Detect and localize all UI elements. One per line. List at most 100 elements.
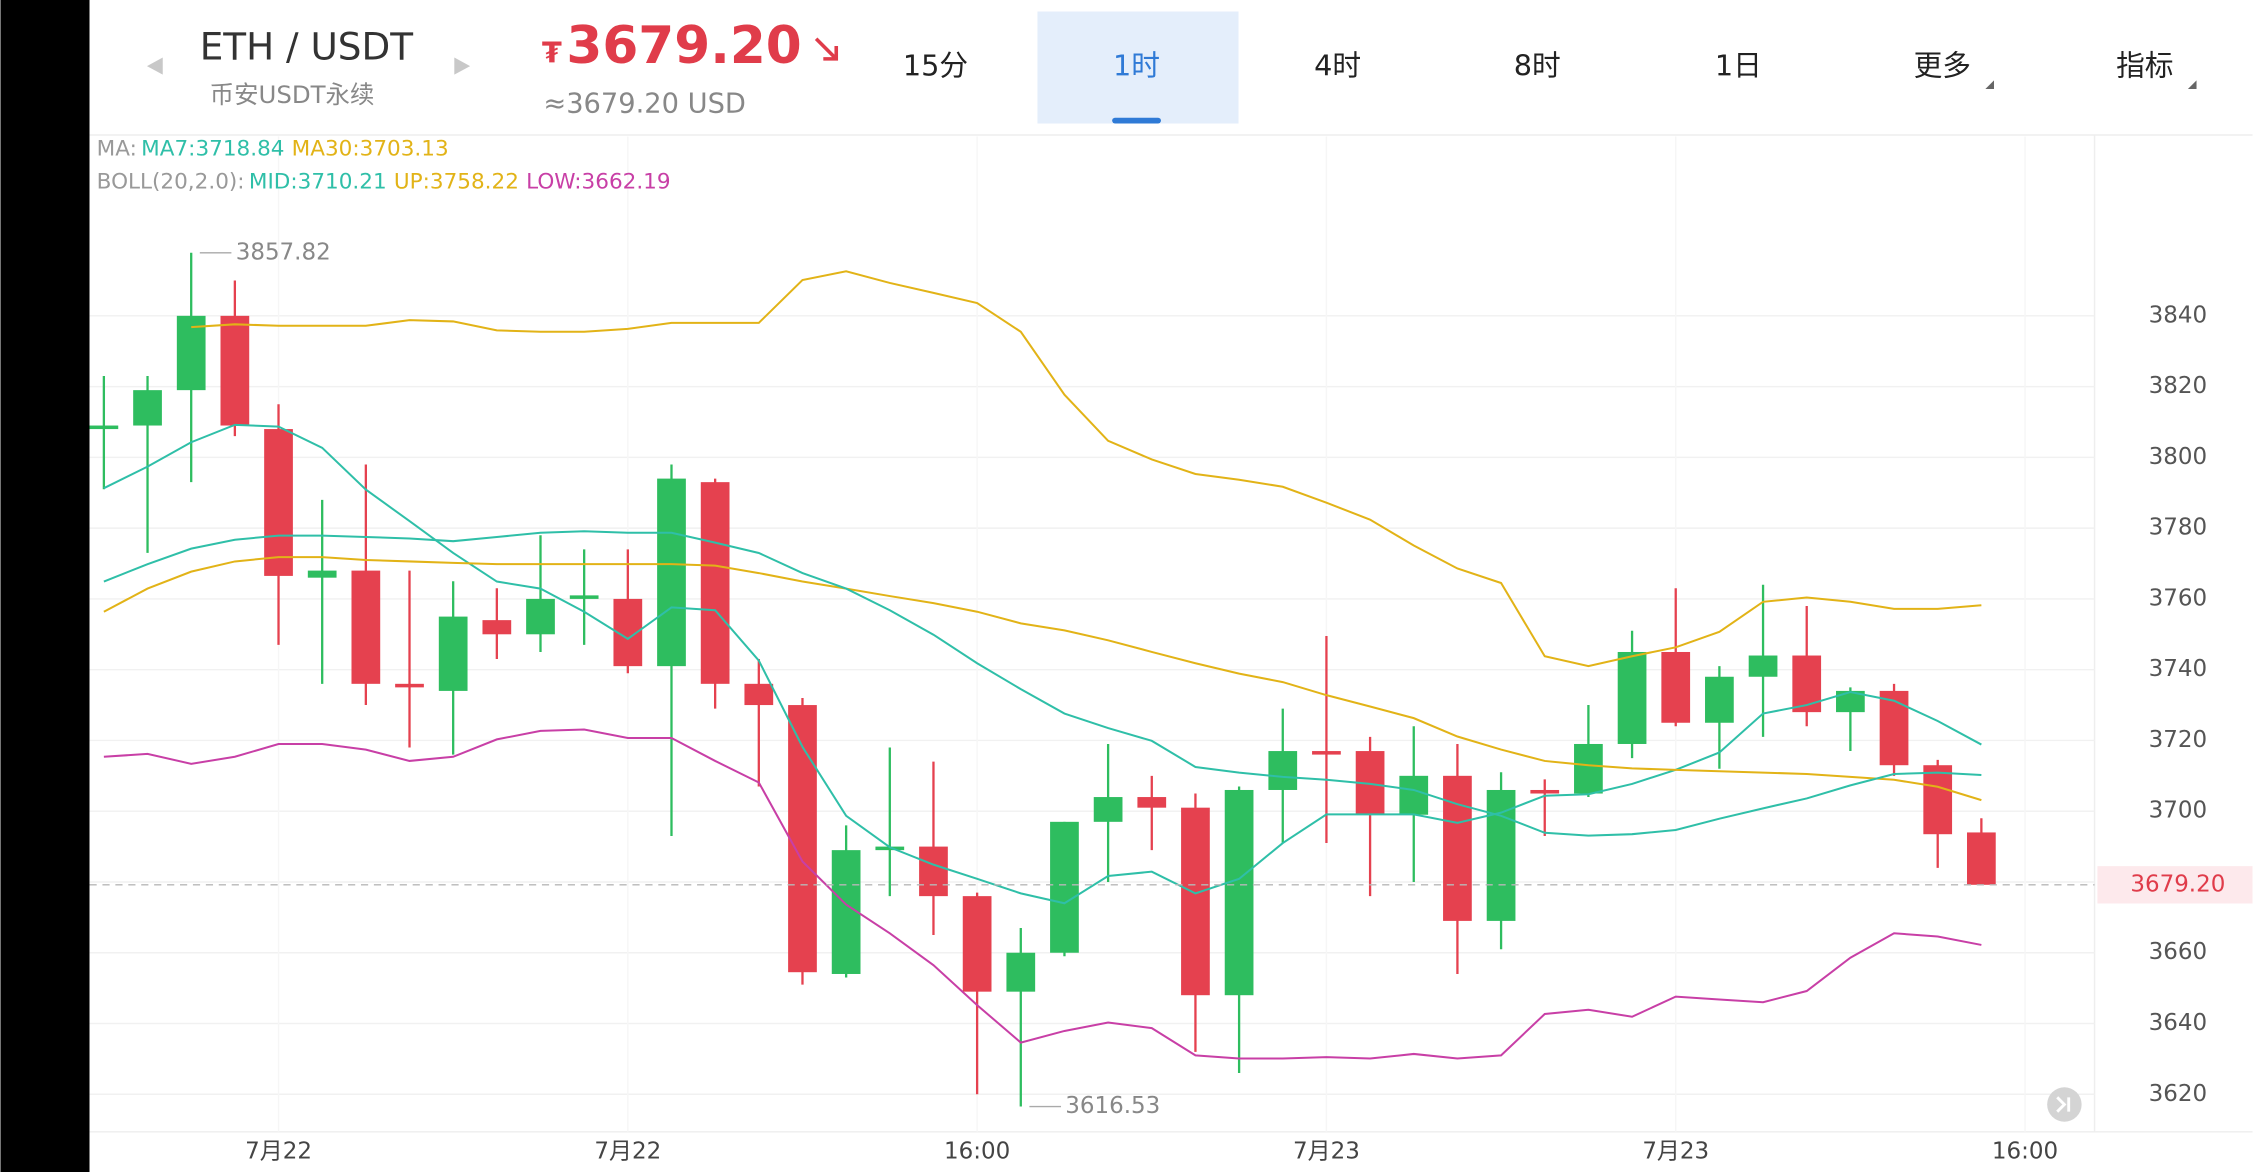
tab-label[interactable]: 8时 bbox=[1514, 49, 1561, 83]
x-tick-label: 7月23 bbox=[1642, 1138, 1709, 1164]
candle-body bbox=[307, 570, 337, 578]
dropdown-icon bbox=[2187, 80, 2197, 90]
tab-label[interactable]: 15分 bbox=[903, 49, 968, 83]
candle-body bbox=[1748, 655, 1778, 677]
candle-body bbox=[1967, 832, 1996, 885]
candle-body bbox=[482, 620, 512, 635]
legend-group-label: MA: bbox=[97, 136, 137, 161]
candle-body bbox=[176, 315, 206, 391]
tab-label[interactable]: 更多 bbox=[1914, 49, 1971, 83]
legend-item: UP:3758.22 bbox=[394, 169, 519, 194]
y-tick-label: 3780 bbox=[2149, 515, 2207, 541]
candle-body bbox=[1443, 775, 1472, 921]
candle-body bbox=[1530, 789, 1560, 794]
y-tick-label: 3800 bbox=[2149, 444, 2207, 470]
candle-body bbox=[1574, 743, 1603, 794]
last-price-label: 3679.20 bbox=[2130, 871, 2225, 897]
legend-item: MA7:3718.84 bbox=[141, 136, 284, 161]
y-tick-label: 3720 bbox=[2149, 727, 2207, 753]
candle-body bbox=[1617, 651, 1647, 744]
market-name: 币安USDT永续 bbox=[210, 80, 375, 109]
x-tick-label: 7月22 bbox=[594, 1138, 661, 1164]
candle-body bbox=[1399, 775, 1429, 815]
scroll-latest-icon bbox=[2056, 1096, 2071, 1113]
y-tick-label: 3740 bbox=[2149, 656, 2207, 682]
indicator-line bbox=[103, 556, 1982, 802]
candle-body bbox=[700, 482, 730, 684]
tab-label[interactable]: 1时 bbox=[1113, 49, 1160, 83]
y-tick-label: 3640 bbox=[2149, 1010, 2207, 1036]
grid: 3620364036603680370037203740376037803800… bbox=[89, 136, 2207, 1164]
candle-body bbox=[962, 896, 992, 992]
candle-body bbox=[1137, 797, 1167, 808]
y-tick-label: 3820 bbox=[2149, 373, 2207, 399]
x-tick-label: 7月22 bbox=[245, 1138, 312, 1164]
y-tick-label: 3760 bbox=[2149, 585, 2207, 611]
left-edge bbox=[0, 0, 90, 1172]
tab-label[interactable]: 4时 bbox=[1314, 49, 1361, 83]
x-tick-label: 16:00 bbox=[944, 1138, 1010, 1164]
y-tick-label: 3700 bbox=[2149, 798, 2207, 824]
candle-body bbox=[1093, 797, 1123, 822]
last-price-tag bbox=[2097, 866, 2253, 904]
next-arrow[interactable] bbox=[454, 57, 471, 75]
dropdown-icon bbox=[1985, 80, 1995, 90]
candle-body bbox=[438, 616, 468, 691]
candle-body bbox=[395, 683, 424, 688]
active-tab-indicator bbox=[1112, 117, 1161, 124]
y-tick-label: 3660 bbox=[2149, 939, 2207, 965]
candle-body bbox=[133, 390, 162, 426]
price-usd: ≈3679.20 USD bbox=[543, 88, 746, 119]
candle-body bbox=[1268, 751, 1298, 790]
candle-body bbox=[1312, 751, 1341, 755]
candle-body bbox=[526, 598, 555, 635]
tab-label[interactable]: 1日 bbox=[1715, 49, 1762, 83]
y-tick-label: 3840 bbox=[2149, 302, 2207, 328]
indicator-line bbox=[103, 530, 1982, 837]
candle-body bbox=[1181, 807, 1210, 996]
prev-arrow[interactable] bbox=[146, 57, 163, 75]
y-tick-label: 3620 bbox=[2149, 1081, 2207, 1107]
candle-body bbox=[569, 595, 599, 599]
price-symbol: ₮ bbox=[542, 36, 562, 70]
candle-body bbox=[744, 683, 774, 706]
candle-body bbox=[1705, 676, 1734, 723]
plot: 3857.82 3616.53 3679.20 bbox=[89, 239, 2253, 1119]
price: 3679.20 bbox=[566, 16, 801, 76]
legend: MA: MA7:3718.84 MA30:3703.13 BOLL(20,2.0): M… bbox=[97, 136, 671, 194]
candle-body bbox=[1879, 690, 1909, 766]
legend-group-label: BOLL(20,2.0): bbox=[97, 169, 245, 194]
candle-body bbox=[875, 846, 905, 851]
tab-label[interactable]: 指标 bbox=[2116, 49, 2173, 83]
candle-body bbox=[1836, 690, 1865, 713]
indicator-line bbox=[191, 270, 1982, 668]
candle-body bbox=[1792, 655, 1822, 713]
candle-body bbox=[351, 570, 381, 684]
candle-body bbox=[264, 429, 293, 576]
candle-body bbox=[1006, 952, 1036, 992]
x-tick-label: 7月23 bbox=[1293, 1138, 1360, 1164]
candle-body bbox=[89, 425, 119, 430]
pair-name[interactable]: ETH / USDT bbox=[200, 24, 414, 68]
legend-item: MID:3710.21 bbox=[249, 169, 387, 194]
extreme-label: 3616.53 bbox=[1065, 1093, 1160, 1119]
x-tick-label: 16:00 bbox=[1992, 1138, 2058, 1164]
candle-body bbox=[1050, 821, 1079, 953]
timeframe-tabs: 15分 1时 4时 8时 1日 更多 指标 bbox=[903, 11, 2197, 124]
candle-body bbox=[1224, 789, 1254, 996]
candle-body bbox=[657, 478, 686, 667]
candle-body bbox=[1923, 765, 1953, 835]
indicator-line bbox=[103, 728, 1982, 1060]
candle-body bbox=[1661, 651, 1691, 723]
legend-item: MA30:3703.13 bbox=[292, 136, 449, 161]
candle-body bbox=[919, 846, 948, 897]
active-tab-bg bbox=[1037, 11, 1239, 124]
indicator-line bbox=[103, 423, 1982, 905]
candle-body bbox=[788, 705, 817, 973]
candle-body bbox=[220, 315, 250, 426]
down-arrow bbox=[814, 37, 839, 61]
legend-item: LOW:3662.19 bbox=[526, 169, 671, 194]
extreme-label: 3857.82 bbox=[236, 239, 331, 265]
